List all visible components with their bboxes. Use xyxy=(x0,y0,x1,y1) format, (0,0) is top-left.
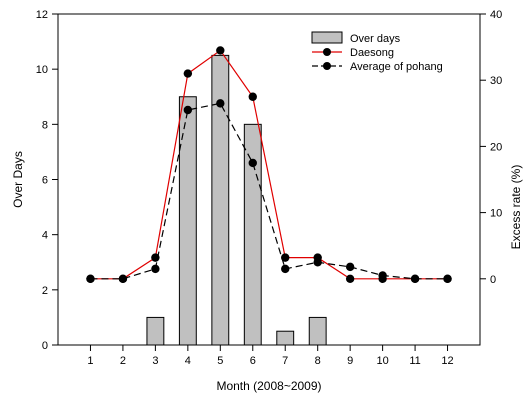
bar-over-days xyxy=(243,123,262,346)
y-right-tick-label: 10 xyxy=(490,208,502,220)
line-layer xyxy=(86,46,452,283)
legend: Over days Daesong Average of pohang xyxy=(311,31,443,73)
point-average-of-pohang xyxy=(151,264,160,274)
legend-marker-daesong xyxy=(323,48,331,56)
x-tick-label: 4 xyxy=(185,355,191,367)
point-average-of-pohang xyxy=(86,274,95,283)
x-tick-label: 12 xyxy=(441,355,453,367)
x-tick-label: 10 xyxy=(376,355,388,367)
point-average-of-pohang xyxy=(118,274,128,283)
point-average-of-pohang xyxy=(313,258,322,267)
y-axis-right-title: Excess rate (%) xyxy=(509,165,523,250)
legend-marker-average-of-pohang xyxy=(323,62,331,70)
point-average-of-pohang xyxy=(378,271,387,280)
point-average-of-pohang xyxy=(345,262,355,272)
y-left-tick-label: 10 xyxy=(36,64,48,76)
legend-label-average-of-pohang: Average of pohang xyxy=(350,61,443,73)
point-daesong xyxy=(151,253,160,262)
point-average-of-pohang xyxy=(183,105,193,115)
y-left-tick-label: 12 xyxy=(36,9,48,21)
x-tick-label: 1 xyxy=(87,355,93,367)
point-daesong xyxy=(345,274,355,283)
y-left-tick-label: 2 xyxy=(42,285,48,297)
y-axis-left-title: Over Days xyxy=(11,151,25,208)
y-left-tick-label: 6 xyxy=(42,175,48,187)
bar-over-days xyxy=(146,316,165,346)
bar-over-days xyxy=(308,316,327,346)
point-daesong xyxy=(248,92,257,101)
point-average-of-pohang xyxy=(216,99,225,108)
x-tick-label: 7 xyxy=(282,355,288,367)
point-daesong xyxy=(183,69,193,78)
x-tick-label: 11 xyxy=(409,355,420,367)
point-average-of-pohang xyxy=(443,274,452,283)
x-tick-label: 5 xyxy=(217,355,223,367)
legend-label-over-days: Over days xyxy=(350,33,401,45)
point-daesong xyxy=(281,253,290,262)
bar-over-days xyxy=(178,96,197,346)
point-daesong xyxy=(216,46,225,55)
y-right-tick-label: 0 xyxy=(490,274,496,286)
bar-layer xyxy=(146,54,327,346)
y-left-tick-label: 4 xyxy=(42,230,48,242)
legend-label-daesong: Daesong xyxy=(350,47,394,59)
x-tick-label: 3 xyxy=(152,355,158,367)
line-average-of-pohang xyxy=(90,102,448,280)
x-tick-label: 9 xyxy=(347,355,353,367)
x-axis-title: Month (2008~2009) xyxy=(216,379,321,393)
legend-swatch-over-days xyxy=(311,31,343,44)
bar-over-days xyxy=(211,54,230,346)
y-right-tick-label: 20 xyxy=(490,141,502,153)
point-average-of-pohang xyxy=(281,264,290,274)
x-tick-label: 6 xyxy=(250,355,256,367)
y-left-tick-label: 0 xyxy=(42,340,48,352)
bar-over-days xyxy=(276,330,295,346)
y-right-tick-label: 40 xyxy=(490,9,502,21)
x-tick-label: 2 xyxy=(120,355,126,367)
x-tick-label: 8 xyxy=(315,355,321,367)
y-right-tick-label: 30 xyxy=(490,75,502,87)
point-average-of-pohang xyxy=(248,158,257,168)
point-average-of-pohang xyxy=(410,274,420,283)
y-left-tick-label: 8 xyxy=(42,119,48,131)
line-daesong xyxy=(90,49,448,280)
